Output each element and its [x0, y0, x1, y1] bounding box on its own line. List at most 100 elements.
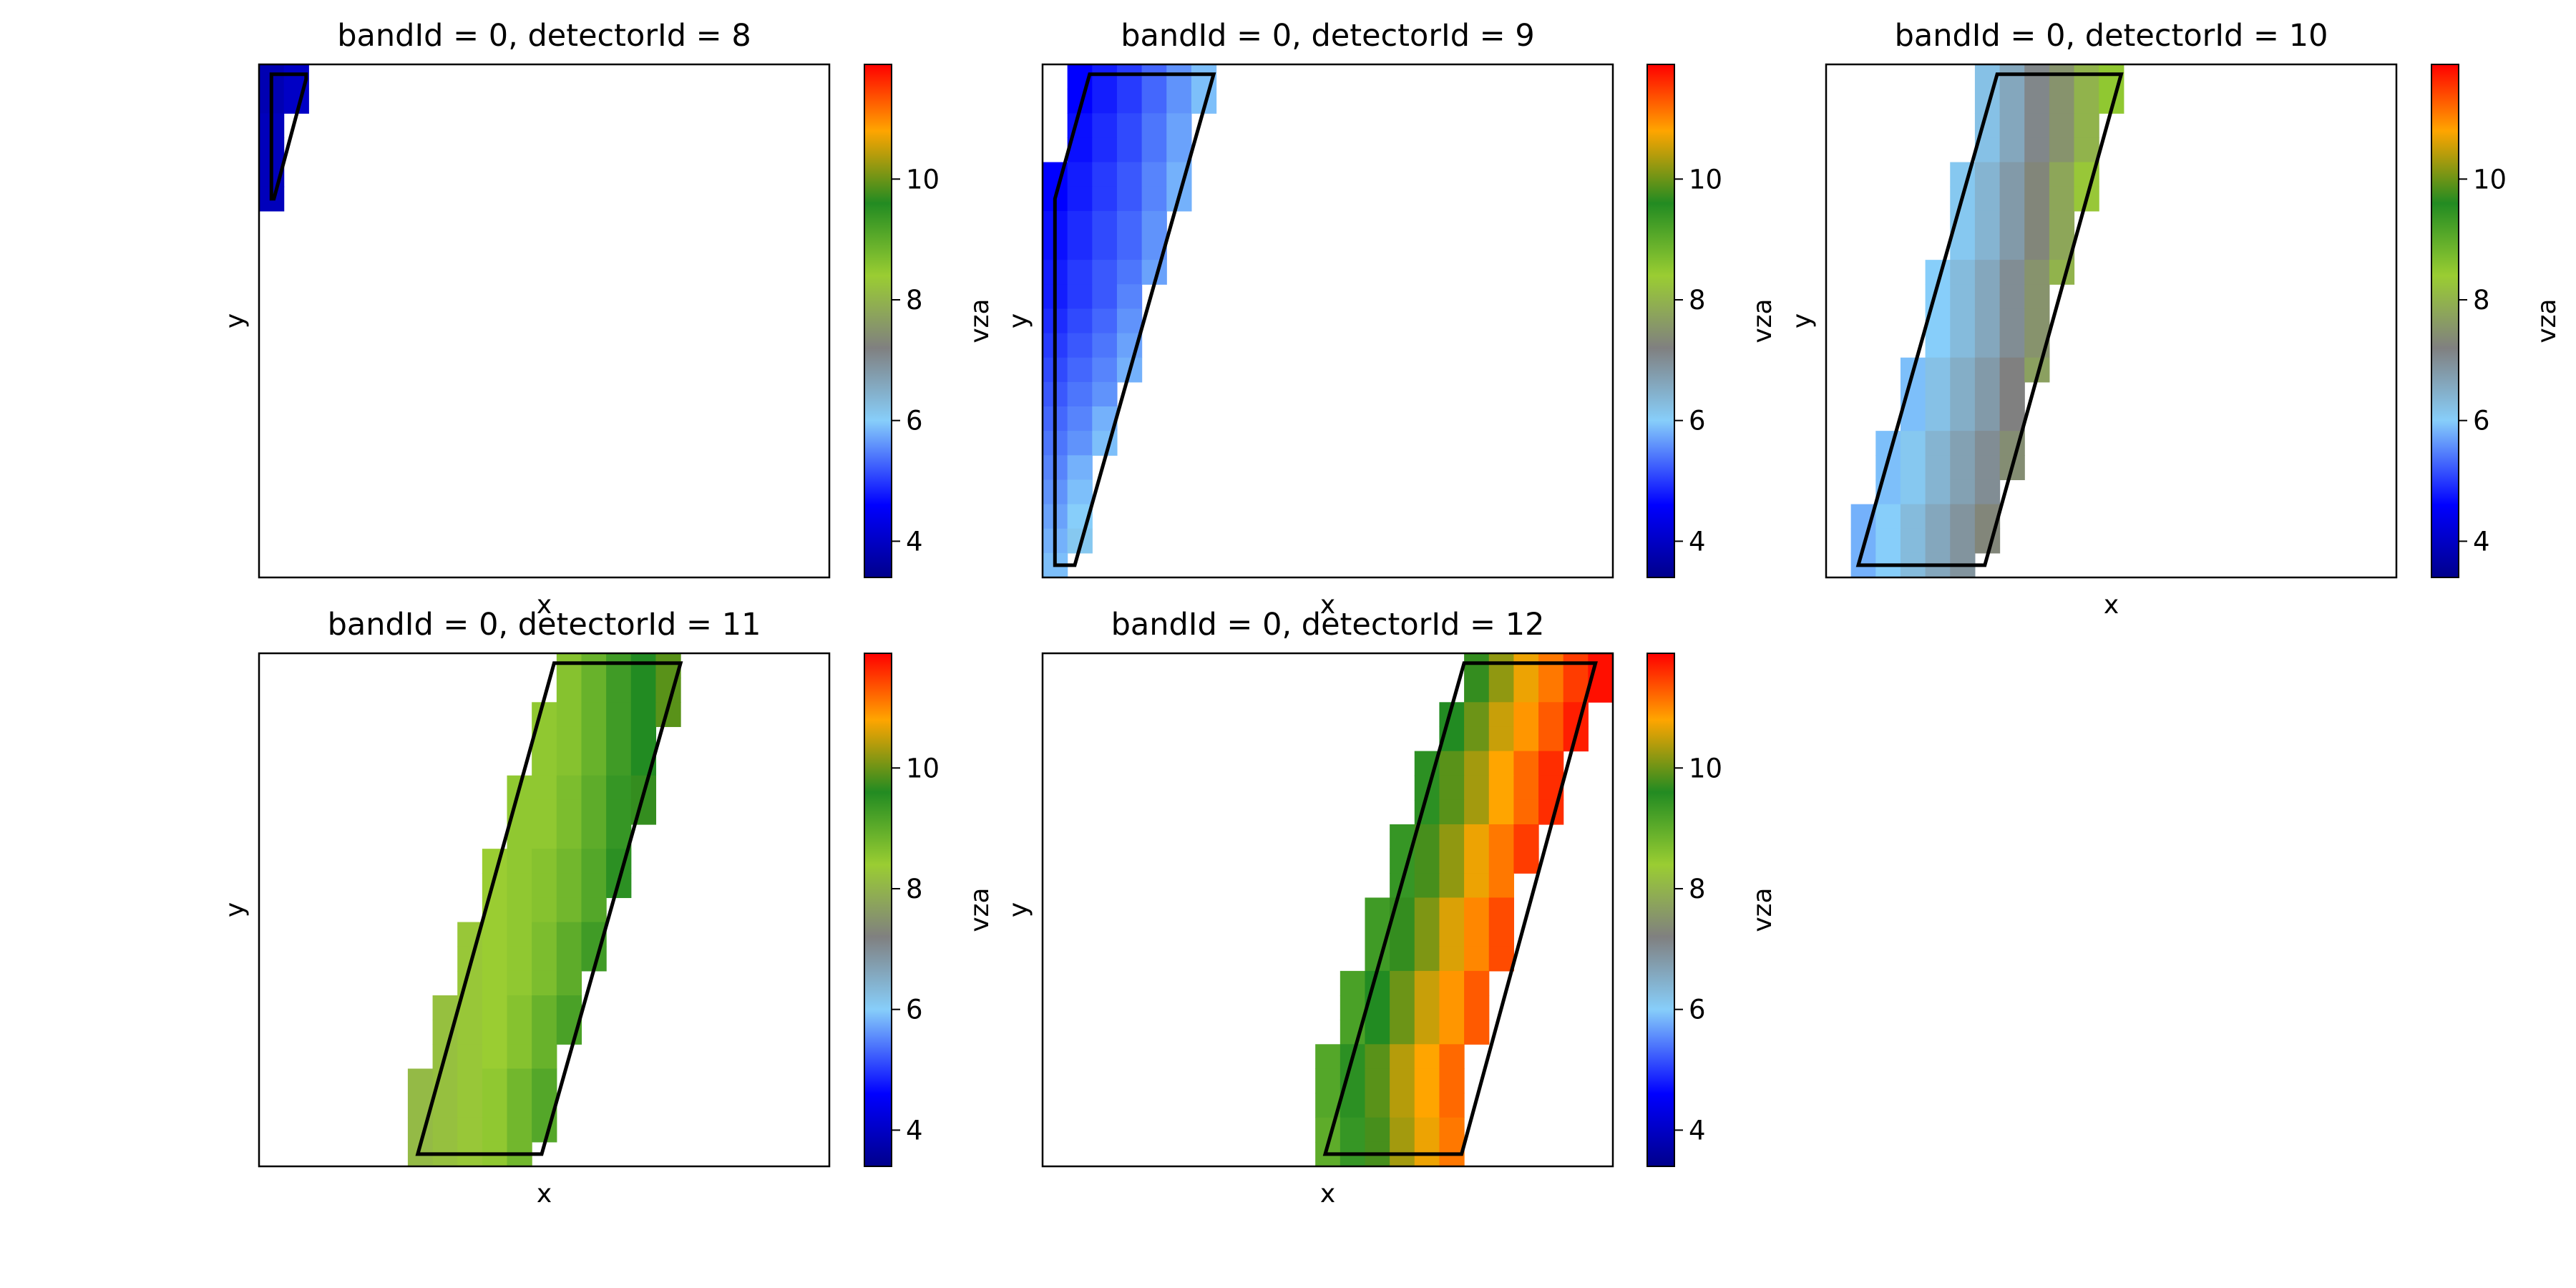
heatmap-cell: [1974, 406, 2001, 431]
heatmap-cell: [1974, 479, 2001, 505]
subplot-title: bandId = 0, detectorId = 11: [328, 607, 761, 643]
axes-frame: [1825, 63, 2398, 579]
heatmap-cell: [1513, 653, 1539, 678]
heatmap-cell: [1925, 431, 1951, 456]
colorbar-tick-label: 6: [1689, 995, 1706, 1025]
heatmap-cell: [532, 970, 557, 996]
heatmap-cell: [1092, 64, 1118, 89]
colorbar-label: vza: [1748, 298, 1777, 343]
heatmap: [407, 653, 683, 1166]
heatmap-cell: [556, 873, 582, 899]
heatmap-cell: [1464, 824, 1490, 849]
heatmap-cell: [507, 1093, 532, 1118]
heatmap-cell: [432, 1093, 458, 1118]
heatmap-cell: [1116, 210, 1143, 236]
heatmap-cell: [1067, 479, 1093, 505]
heatmap-cell: [1925, 357, 1951, 383]
heatmap-cell: [2074, 137, 2099, 163]
heatmap-cell: [2024, 64, 2050, 89]
heatmap-cell: [1092, 260, 1118, 285]
heatmap-cell: [1488, 873, 1514, 899]
heatmap-cell: [556, 653, 582, 678]
y-axis-label: y: [1004, 902, 1033, 917]
heatmap-cell: [2074, 64, 2099, 89]
heatmap-cell: [1414, 897, 1440, 923]
heatmap-cell: [1067, 431, 1093, 456]
colorbar-tick-label: 8: [2473, 285, 2490, 316]
subplot-title: bandId = 0, detectorId = 9: [1121, 18, 1534, 54]
heatmap-cell: [1925, 504, 1951, 530]
colorbar: [864, 64, 892, 578]
heatmap-cell: [1414, 1117, 1440, 1143]
subplot-detector-10: bandId = 0, detectorId = 10 x y 4 6 8 10 vza: [1787, 18, 2562, 620]
heatmap-cell: [1116, 186, 1143, 212]
heatmap-cell: [1999, 308, 2025, 334]
heatmap-cell: [1488, 946, 1514, 972]
heatmap-cell: [1974, 260, 2001, 285]
heatmap-cell: [1488, 751, 1514, 776]
heatmap-cell: [1999, 186, 2025, 212]
heatmap-cell: [1464, 775, 1490, 801]
heatmap-cell: [1414, 1093, 1440, 1118]
heatmap-cell: [1875, 528, 1901, 554]
colorbar-tick-label: 10: [1689, 164, 1722, 195]
colorbar: [1646, 64, 1675, 578]
heatmap-cell: [1116, 308, 1143, 334]
axes-frame: [1041, 63, 1614, 579]
colorbar-label: vza: [965, 887, 995, 932]
heatmap-cell: [1875, 431, 1901, 456]
heatmap-cell: [1116, 162, 1143, 187]
heatmap-cell: [581, 799, 607, 825]
heatmap-cell: [1116, 113, 1143, 139]
heatmap-cell: [457, 1093, 483, 1118]
heatmap-cell: [1925, 406, 1951, 431]
heatmap-cell: [1900, 406, 1926, 431]
heatmap-cell: [532, 1044, 557, 1070]
heatmap-cell: [1950, 284, 1976, 310]
heatmap-cell: [1464, 970, 1490, 996]
heatmap-cell: [1390, 1068, 1415, 1094]
heatmap-cell: [2074, 89, 2099, 114]
heatmap-cell: [457, 1044, 483, 1070]
heatmap-cell: [1439, 799, 1465, 825]
heatmap-cell: [1950, 431, 1976, 456]
heatmap-cell: [1439, 1068, 1465, 1094]
subplot-detector-12: bandId = 0, detectorId = 12 x y 4 6 8 10 vza: [1004, 607, 1777, 1209]
heatmap-cell: [1999, 406, 2025, 431]
footprint-outline: [1855, 72, 2124, 567]
heatmap-cell: [1513, 824, 1539, 849]
heatmap-cell: [1464, 849, 1490, 874]
heatmap-cell: [1464, 653, 1490, 678]
heatmap-cell: [1513, 775, 1539, 801]
heatmap-cell: [606, 653, 632, 678]
heatmap-cell: [482, 995, 508, 1020]
heatmap-cell: [1439, 775, 1465, 801]
heatmap-cell: [606, 751, 632, 776]
heatmap-cell: [1439, 970, 1465, 996]
heatmap-cell: [1141, 186, 1167, 212]
footprint-outline: [1053, 72, 1216, 567]
heatmap-cell: [1414, 1044, 1440, 1070]
heatmap-cell: [507, 1044, 532, 1070]
heatmap-cell: [1999, 64, 2025, 89]
heatmap-cell: [1900, 431, 1926, 456]
y-axis-label: y: [1004, 313, 1033, 328]
colorbar-tick-label: 8: [1689, 874, 1706, 904]
heatmap: [1315, 653, 1613, 1166]
heatmap: [1850, 64, 2124, 577]
heatmap-cell: [1340, 995, 1366, 1020]
heatmap-cell: [1365, 897, 1390, 923]
heatmap-cell: [1315, 1044, 1341, 1070]
heatmap-cell: [1414, 946, 1440, 972]
heatmap-cell: [1974, 431, 2001, 456]
heatmap-cell: [1488, 678, 1514, 703]
heatmap-cell: [1464, 897, 1490, 923]
heatmap-cell: [1439, 849, 1465, 874]
heatmap-cell: [581, 775, 607, 801]
heatmap-cell: [482, 1068, 508, 1094]
heatmap-cell: [556, 849, 582, 874]
heatmap-cell: [1390, 824, 1415, 849]
heatmap-cell: [1166, 113, 1192, 139]
heatmap-cell: [1538, 653, 1564, 678]
